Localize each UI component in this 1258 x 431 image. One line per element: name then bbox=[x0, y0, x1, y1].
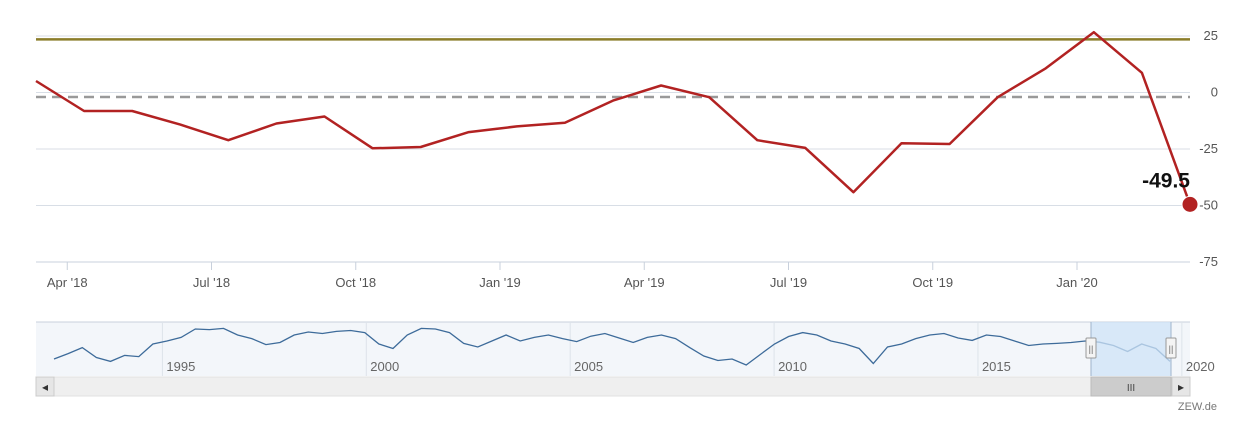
x-tick-label: Jul '18 bbox=[193, 275, 230, 290]
y-tick-label: -25 bbox=[1199, 141, 1218, 156]
navigator-tick-label: 2020 bbox=[1186, 359, 1215, 374]
scrollbar-track[interactable] bbox=[36, 377, 1190, 396]
x-tick-label: Oct '19 bbox=[912, 275, 953, 290]
navigator-tick-label: 2015 bbox=[982, 359, 1011, 374]
y-tick-label: 0 bbox=[1211, 85, 1218, 100]
scroll-left-button[interactable]: ◂ bbox=[36, 377, 54, 396]
navigator-tick-label: 2000 bbox=[370, 359, 399, 374]
navigator-left-handle[interactable]: || bbox=[1086, 338, 1096, 358]
credit-label[interactable]: ZEW.de bbox=[1178, 401, 1217, 413]
scrollbar-thumb-grip-icon: III bbox=[1127, 383, 1135, 394]
x-tick-label: Apr '19 bbox=[624, 275, 665, 290]
navigator[interactable]: 1995 2000 2005 2010 2015 2020 || || bbox=[36, 322, 1215, 376]
scrollbar[interactable]: ◂ III ▸ bbox=[36, 377, 1190, 396]
chevron-left-icon: ◂ bbox=[42, 380, 48, 394]
last-value-label: -49.5 bbox=[1142, 169, 1190, 192]
y-tick-label: -50 bbox=[1199, 198, 1218, 213]
scroll-right-button[interactable]: ▸ bbox=[1172, 377, 1190, 396]
chevron-right-icon: ▸ bbox=[1178, 380, 1184, 394]
main-plot: 25 0 -25 -50 -75 Apr '18 Jul '18 Oct '18 Jan '19… bbox=[36, 28, 1218, 290]
navigator-selection[interactable] bbox=[1091, 322, 1171, 376]
series-line bbox=[36, 32, 1190, 204]
x-tick-label: Jan '20 bbox=[1056, 275, 1098, 290]
x-tick-label: Jul '19 bbox=[770, 275, 807, 290]
last-point-marker[interactable] bbox=[1182, 196, 1198, 212]
y-tick-label: 25 bbox=[1204, 28, 1218, 43]
handle-grip-icon: || bbox=[1169, 344, 1174, 354]
navigator-tick-label: 2010 bbox=[778, 359, 807, 374]
y-tick-label: -75 bbox=[1199, 254, 1218, 269]
x-tick-label: Oct '18 bbox=[335, 275, 376, 290]
x-tick-label: Apr '18 bbox=[47, 275, 88, 290]
navigator-tick-label: 1995 bbox=[166, 359, 195, 374]
x-tick-label: Jan '19 bbox=[479, 275, 521, 290]
navigator-tick-label: 2005 bbox=[574, 359, 603, 374]
handle-grip-icon: || bbox=[1089, 344, 1094, 354]
navigator-right-handle[interactable]: || bbox=[1166, 338, 1176, 358]
